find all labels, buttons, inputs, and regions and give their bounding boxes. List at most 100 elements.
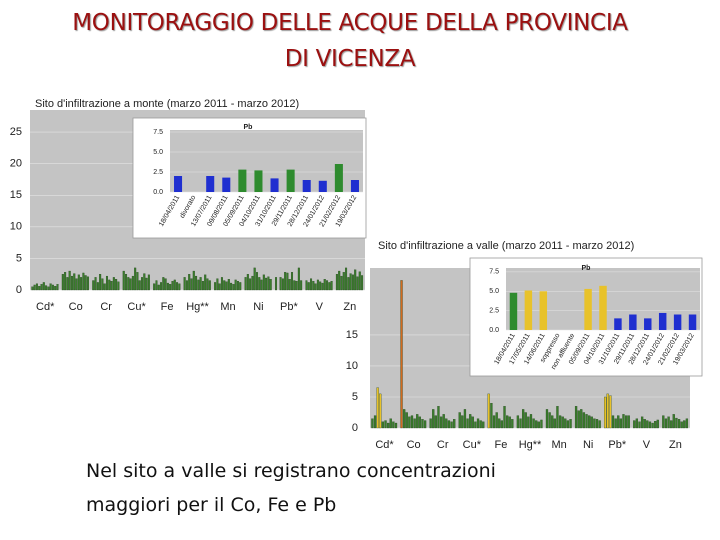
bar (350, 180, 359, 192)
bar (174, 176, 183, 192)
x-tick-label: Cd* (36, 301, 55, 313)
slide-title: MONITORAGGIO DELLE ACQUE DELLA PROVINCIA (72, 10, 628, 36)
bar (54, 286, 57, 291)
bar (537, 421, 540, 429)
bar (656, 419, 659, 429)
chart-title: Sito d'infiltrazione a valle (marzo 2011… (378, 240, 634, 252)
bar (173, 279, 176, 291)
bar (310, 278, 313, 291)
bar (117, 281, 120, 291)
bar (319, 281, 322, 291)
bar (349, 273, 352, 291)
bar (330, 281, 333, 291)
bar (392, 421, 395, 429)
bar (255, 272, 258, 291)
bar (238, 169, 247, 192)
x-tick-label: Mn (551, 439, 566, 451)
bar (519, 418, 522, 429)
plot-area (170, 130, 363, 192)
bar (239, 282, 242, 291)
bar (400, 280, 403, 429)
x-tick-label: Pb* (608, 439, 626, 451)
bar (335, 274, 338, 291)
bar (643, 419, 646, 429)
bar (545, 409, 549, 429)
bar (376, 387, 379, 429)
bar (183, 277, 186, 291)
bar (584, 288, 592, 330)
y-tick-label: 15 (346, 329, 358, 341)
bar (381, 421, 385, 429)
bar (267, 276, 270, 291)
bar (110, 281, 113, 291)
bar (244, 277, 247, 291)
bar (208, 280, 211, 291)
bar (197, 279, 200, 291)
bar (286, 272, 289, 291)
bar (453, 419, 456, 429)
x-tick-label: V (316, 301, 324, 313)
bar (410, 415, 414, 429)
bar (105, 275, 108, 291)
x-tick-label: Co (69, 301, 83, 313)
bar (314, 283, 317, 291)
bar (445, 418, 448, 429)
bar (115, 279, 118, 291)
bar (125, 274, 128, 291)
bar (447, 420, 451, 429)
bar (593, 418, 596, 429)
bar (416, 414, 419, 429)
x-tick-label: Cd* (375, 439, 394, 451)
bar (384, 420, 387, 429)
bar (558, 415, 562, 429)
bar (178, 283, 181, 291)
bar (206, 278, 209, 291)
bar (458, 412, 461, 429)
bar (471, 416, 474, 429)
bar (199, 277, 202, 291)
bar (323, 279, 326, 291)
bar (408, 416, 411, 429)
bar (75, 278, 78, 291)
bar (138, 280, 141, 291)
bar (143, 273, 146, 291)
slide-title: DI VICENZA (284, 46, 416, 72)
y-tick-label: 0.0 (153, 189, 163, 196)
bar (595, 419, 599, 429)
bar (169, 284, 172, 291)
bar (204, 274, 207, 291)
bar (249, 278, 252, 291)
bar (609, 395, 612, 429)
bar (508, 416, 511, 429)
bar (295, 281, 298, 291)
x-tick-label: Ni (583, 439, 593, 451)
bar (64, 272, 67, 291)
bar (540, 419, 543, 429)
bar (371, 418, 374, 429)
bar (122, 270, 125, 291)
bar (654, 421, 657, 429)
chart-title: Sito d'infiltrazione a monte (marzo 2011… (35, 98, 299, 110)
x-tick-label: Fe (494, 439, 507, 451)
bar (556, 406, 559, 429)
bar (421, 419, 424, 429)
bar (524, 412, 527, 429)
bar (284, 272, 287, 291)
bar (155, 280, 158, 291)
bar (498, 418, 501, 429)
bar (316, 279, 319, 291)
bar (646, 420, 649, 429)
bar (345, 267, 348, 291)
bar (92, 280, 95, 291)
bar (131, 275, 134, 291)
bar (33, 284, 36, 291)
bar (474, 421, 477, 429)
x-tick-label: Fe (161, 301, 174, 313)
bar (667, 416, 670, 429)
x-tick-label: Pb* (280, 301, 298, 313)
bar (585, 414, 588, 429)
bar (379, 393, 382, 429)
chart-title: Pb (244, 124, 253, 131)
